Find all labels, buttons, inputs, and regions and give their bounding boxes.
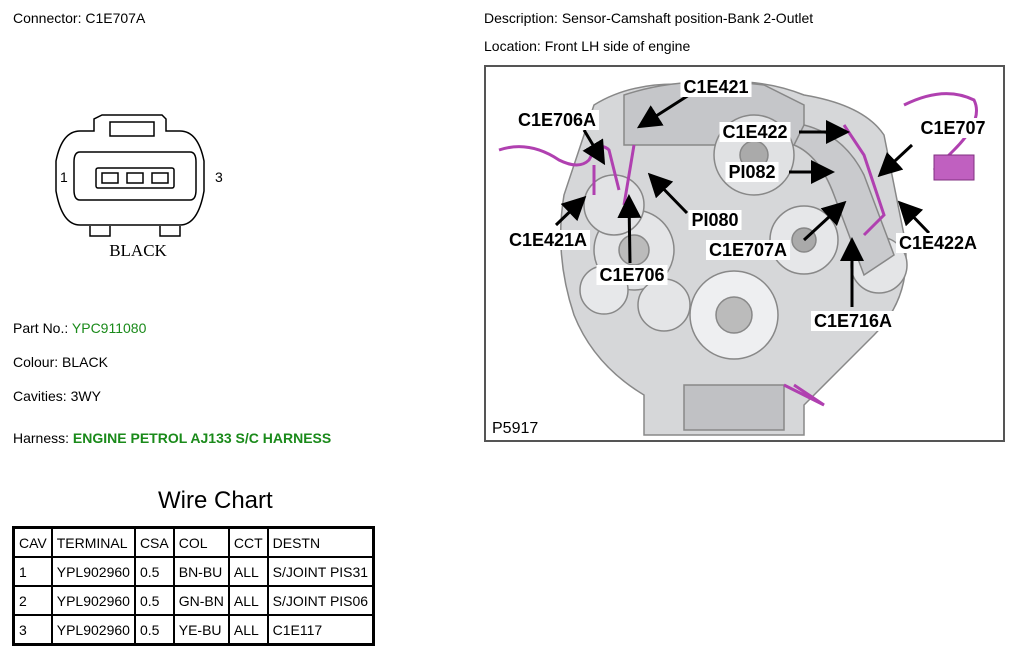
table-cell: YPL902960 xyxy=(50,614,136,646)
connector-line: Connector: C1E707A xyxy=(13,10,145,26)
callout-box xyxy=(725,162,779,182)
value: Front LH side of engine xyxy=(544,38,691,54)
column-header: DESTN xyxy=(266,526,375,558)
table-cell: S/JOINT PIS06 xyxy=(266,585,375,616)
table-cell: YE-BU xyxy=(172,614,230,646)
callout-arrow xyxy=(647,172,689,215)
callout-label: C1E707A xyxy=(709,240,787,260)
part-line: Part No.: YPC911080 xyxy=(13,320,146,336)
pin-label: 1 xyxy=(60,169,68,185)
table-cell: 0.5 xyxy=(133,556,175,587)
label: Connector: xyxy=(13,10,82,26)
callout-box xyxy=(514,110,600,130)
column-header: CSA xyxy=(133,526,175,558)
callout-label: C1E421 xyxy=(683,77,748,97)
callout-arrow xyxy=(554,195,587,227)
callout-box xyxy=(719,122,791,142)
label: Harness: xyxy=(13,430,70,446)
column-header: CAV xyxy=(12,526,53,558)
table-cell: ALL xyxy=(227,556,269,587)
harness-line: Harness: ENGINE PETROL AJ133 S/C HARNESS xyxy=(13,430,331,446)
figure-id-box xyxy=(488,416,554,438)
table-cell: 1 xyxy=(12,556,53,587)
callout-box xyxy=(596,265,668,285)
value: ENGINE PETROL AJ133 S/C HARNESS xyxy=(72,430,332,446)
callout-box xyxy=(680,77,752,97)
label: Colour: xyxy=(13,354,59,370)
location-line: Location: Front LH side of engine xyxy=(484,38,690,54)
callout-label: C1E421A xyxy=(509,230,587,250)
callout-label: C1E706 xyxy=(599,265,664,285)
table-title: Wire Chart xyxy=(158,487,273,514)
value: BLACK xyxy=(62,354,108,370)
label: Description: xyxy=(484,10,558,26)
callout-arrow xyxy=(802,200,847,242)
description-line: Description: Sensor-Camshaft position-Ba… xyxy=(484,10,813,26)
colour-label: BLACK xyxy=(109,241,167,260)
table-row: 1 YPL902960 0.5 BN-BU ALL S/JOINT PIS31 xyxy=(12,556,375,587)
table-cell: 2 xyxy=(12,585,53,616)
wire-chart: CAV TERMINAL CSA COL CCT DESTN 1 YPL902960 0.5 BN… xyxy=(12,526,376,646)
table-cell: YPL902960 xyxy=(50,556,136,587)
engine-figure: C1E421 C1E706A C1E422 C1E707 PI082 PI080 C1E42… xyxy=(484,65,1005,442)
table-cell: 0.5 xyxy=(133,585,175,616)
callout-arrow xyxy=(636,93,690,129)
callout-arrow xyxy=(617,194,642,264)
callout-box xyxy=(688,210,742,230)
value: Sensor-Camshaft position-Bank 2-Outlet xyxy=(561,10,814,26)
callout-box xyxy=(705,240,791,260)
column-header: CCT xyxy=(227,526,269,558)
callout-label: C1E706A xyxy=(518,110,596,130)
table-cell: S/JOINT PIS31 xyxy=(266,556,375,587)
colour-line: Colour: BLACK xyxy=(13,354,108,370)
table-cell: ALL xyxy=(227,585,269,616)
pin-label: 3 xyxy=(215,169,223,185)
callout-box xyxy=(505,230,591,250)
callout-box xyxy=(810,311,896,331)
table-row: 2 YPL902960 0.5 GN-BN ALL S/JOINT PIS06 xyxy=(12,585,375,616)
table-cell: YPL902960 xyxy=(50,585,136,616)
header-row: CAV TERMINAL CSA COL CCT DESTN xyxy=(12,526,375,558)
table-cell: 0.5 xyxy=(133,614,175,646)
callout-box xyxy=(895,233,981,253)
column-header: COL xyxy=(172,526,230,558)
callout-arrow xyxy=(897,200,931,235)
table-cell: 3 xyxy=(12,614,53,646)
callout-label: C1E422A xyxy=(899,233,977,253)
value: YPC911080 xyxy=(71,320,147,336)
label: Cavities: xyxy=(13,388,67,404)
value: 3WY xyxy=(70,388,101,404)
callout-arrow xyxy=(582,129,606,166)
callout-label: C1E422 xyxy=(722,122,787,142)
figure-id: P5917 xyxy=(492,420,538,437)
table-cell: BN-BU xyxy=(172,556,230,587)
table-cell: GN-BN xyxy=(172,585,230,616)
table-cell: C1E117 xyxy=(266,614,375,646)
label: Part No.: xyxy=(13,320,69,336)
callout-label: C1E716A xyxy=(814,311,892,331)
table-row: 3 YPL902960 0.5 YE-BU ALL C1E117 xyxy=(12,614,375,646)
value: C1E707A xyxy=(85,10,146,26)
callout-label: C1E707 xyxy=(920,118,985,138)
table-cell: ALL xyxy=(227,614,269,646)
callout-box xyxy=(917,118,989,138)
connector-diagram: 1 3 BLACK xyxy=(55,114,223,260)
label: Location: xyxy=(484,38,541,54)
callout-label: PI082 xyxy=(728,162,775,182)
column-header: TERMINAL xyxy=(50,526,136,558)
callout-label: PI080 xyxy=(691,210,738,230)
cavities-line: Cavities: 3WY xyxy=(13,388,101,404)
callout-arrow xyxy=(877,143,914,178)
